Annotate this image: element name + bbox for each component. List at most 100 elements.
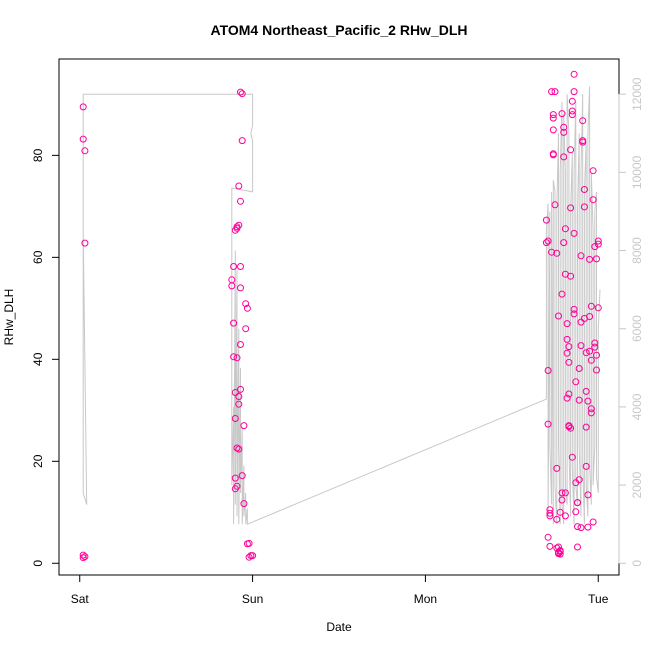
data-point <box>584 491 592 499</box>
data-point <box>238 472 246 480</box>
data-point <box>235 400 243 408</box>
data-point <box>589 167 597 175</box>
data-point <box>245 553 253 561</box>
data-point <box>593 351 600 359</box>
y-tick-label: 80 <box>31 148 45 162</box>
data-point <box>546 542 554 550</box>
data-point <box>237 341 244 348</box>
data-point <box>568 453 576 461</box>
data-point <box>560 123 568 131</box>
x-tick-label: Mon <box>414 592 437 606</box>
data-point <box>553 249 561 257</box>
data-point <box>565 358 573 366</box>
data-point <box>235 393 243 400</box>
y2-tick-label: 2000 <box>630 471 644 498</box>
y2-tick-label: 8000 <box>630 237 644 264</box>
data-point <box>240 500 248 508</box>
data-point <box>570 305 578 313</box>
data-point <box>238 137 246 145</box>
chart-title: ATOM4 Northeast_Pacific_2 RHw_DLH <box>211 22 468 38</box>
data-point <box>593 366 600 374</box>
data-point <box>565 343 573 351</box>
data-point <box>575 365 583 372</box>
data-point <box>560 239 568 247</box>
data-point <box>556 548 564 555</box>
data-point <box>231 226 239 234</box>
data-point <box>242 325 250 333</box>
data-point <box>233 444 241 452</box>
data-point <box>551 201 559 209</box>
data-point <box>572 508 580 516</box>
data-point <box>589 518 597 526</box>
y-tick-label: 20 <box>31 454 45 468</box>
data-point <box>555 312 562 320</box>
data-point <box>587 356 595 364</box>
data-point <box>570 88 578 96</box>
data-point <box>584 523 592 531</box>
data-point <box>546 512 554 520</box>
data-point <box>570 229 578 237</box>
data-point <box>79 103 87 111</box>
x-tick-label: Tue <box>588 592 609 606</box>
y-axis-right: 0 2000 4000 6000 8000 10000 12000 <box>618 77 644 567</box>
data-point <box>568 97 576 105</box>
data-point <box>243 304 251 312</box>
data-point <box>249 552 257 560</box>
data-point <box>582 462 590 470</box>
data-point <box>237 284 244 292</box>
data-point <box>587 405 595 413</box>
data-point <box>240 422 248 430</box>
rhw-dlh-point-series <box>79 70 602 562</box>
data-point <box>230 319 238 327</box>
data-point <box>574 499 581 507</box>
data-point <box>79 554 87 562</box>
data-point <box>572 378 580 386</box>
y-axis-left: 0 20 40 60 80 <box>31 148 60 567</box>
data-point <box>242 300 250 308</box>
data-point <box>237 385 244 393</box>
data-point <box>558 110 566 118</box>
data-point <box>561 512 569 520</box>
data-point <box>563 320 571 328</box>
data-point <box>556 550 564 558</box>
data-point <box>79 551 87 559</box>
y2-tick-label: 12000 <box>630 77 644 111</box>
data-point <box>79 135 87 143</box>
data-point <box>561 489 569 497</box>
data-point <box>574 543 581 551</box>
data-point <box>591 343 599 351</box>
data-point <box>558 290 566 298</box>
y2-tick-label: 6000 <box>630 315 644 342</box>
data-point <box>586 313 594 320</box>
data-point <box>579 117 587 125</box>
data-point <box>587 302 595 310</box>
data-point <box>548 88 556 96</box>
y-tick-label: 60 <box>31 250 45 264</box>
data-point <box>237 88 244 96</box>
data-point <box>237 263 244 270</box>
data-point <box>589 196 597 204</box>
data-point <box>549 114 557 122</box>
data-point <box>549 126 557 134</box>
data-point <box>546 509 554 517</box>
data-point <box>544 533 552 541</box>
data-point <box>228 282 236 290</box>
data-point <box>235 221 243 229</box>
data-point <box>556 508 564 516</box>
data-point <box>231 415 239 422</box>
data-point <box>231 474 239 482</box>
data-point <box>577 342 585 350</box>
data-point <box>561 225 569 233</box>
data-point <box>565 423 573 431</box>
data-point <box>587 409 595 417</box>
data-point <box>586 255 594 263</box>
data-point <box>553 464 561 472</box>
data-point <box>582 349 590 357</box>
data-point <box>233 482 241 490</box>
data-point <box>231 389 239 396</box>
x-axis-label: Date <box>326 620 352 634</box>
y2-tick-label: 0 <box>630 560 644 567</box>
x-tick-label: Sat <box>71 592 90 606</box>
data-point <box>567 146 575 154</box>
